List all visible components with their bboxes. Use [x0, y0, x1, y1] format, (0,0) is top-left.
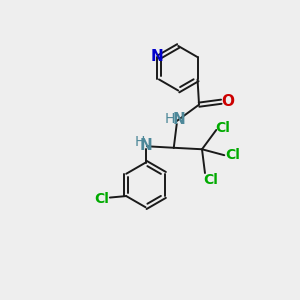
- Text: N: N: [140, 138, 152, 153]
- Text: O: O: [221, 94, 234, 109]
- Text: Cl: Cl: [94, 192, 109, 206]
- Text: H: H: [165, 112, 175, 126]
- Text: Cl: Cl: [225, 148, 240, 162]
- Text: H: H: [135, 135, 145, 149]
- Text: Cl: Cl: [203, 172, 218, 187]
- Text: N: N: [173, 112, 185, 127]
- Text: Cl: Cl: [215, 122, 230, 136]
- Text: N: N: [151, 49, 164, 64]
